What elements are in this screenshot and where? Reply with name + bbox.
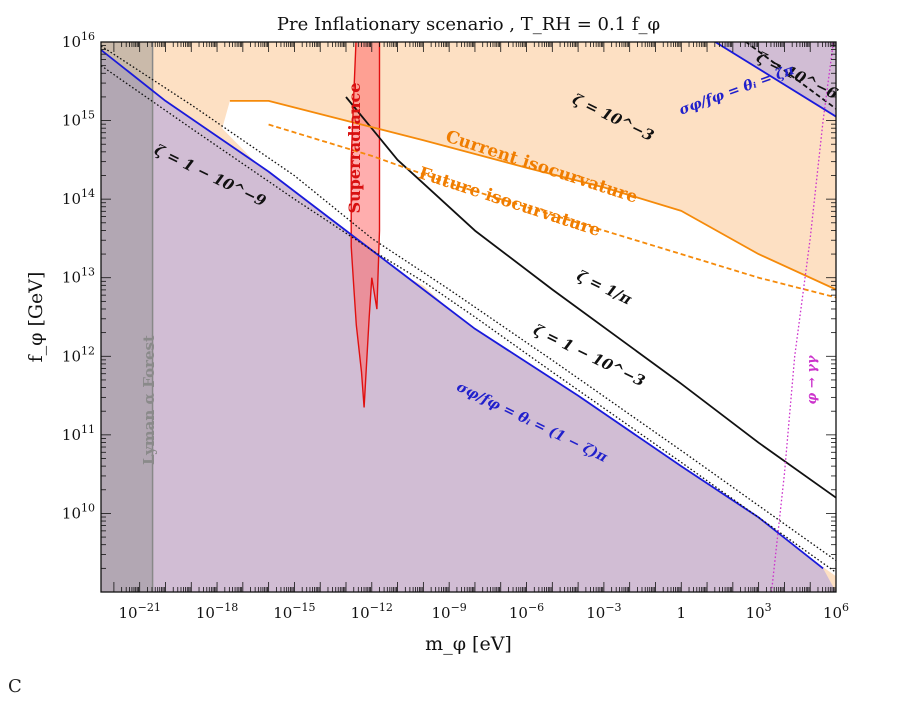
label-lyman-alpha: Lyman α Forest	[140, 335, 158, 465]
x-tick-label: 10−21	[119, 601, 161, 622]
x-tick-label: 10−6	[509, 601, 544, 622]
chart-title: Pre Inflationary scenario , T_RH = 0.1 f…	[277, 14, 660, 35]
series-line-5	[101, 45, 836, 562]
superradiance-region	[350, 42, 381, 408]
x-tick-label: 10−3	[586, 601, 621, 622]
y-axis-label: f_φ [GeV]	[25, 272, 47, 363]
series-line-8	[770, 42, 835, 592]
theta-excluded-region-lower	[101, 49, 836, 592]
series-line-3	[345, 96, 836, 499]
label-superradiance: Superradiance	[345, 83, 364, 214]
series-line-1	[101, 49, 824, 570]
series-line-4	[101, 65, 836, 573]
y-tick-label: 1010	[62, 501, 95, 522]
x-axis-label: m_φ [eV]	[425, 633, 512, 655]
plot-frame	[100, 41, 837, 593]
y-tick-label: 1011	[62, 423, 95, 444]
caption-fragment: C	[8, 676, 22, 697]
y-tick-label: 1014	[62, 187, 95, 208]
x-tick-label: 106	[823, 601, 849, 622]
x-tick-label: 10−18	[196, 601, 238, 622]
x-tick-label: 1	[676, 604, 686, 622]
x-tick-label: 10−15	[273, 601, 315, 622]
x-tick-label: 103	[746, 601, 772, 622]
lyman-alpha-region	[101, 42, 153, 592]
y-tick-label: 1015	[62, 109, 95, 130]
y-tick-label: 1013	[62, 266, 95, 287]
series-line-6	[229, 100, 836, 291]
x-tick-label: 10−9	[432, 601, 467, 622]
x-tick-label: 10−12	[351, 601, 393, 622]
label-phi-to-gamma-gamma: φ → γγ	[805, 354, 820, 404]
y-tick-label: 1016	[62, 30, 95, 51]
series-line-0	[713, 42, 836, 118]
y-tick-label: 1012	[62, 344, 95, 365]
